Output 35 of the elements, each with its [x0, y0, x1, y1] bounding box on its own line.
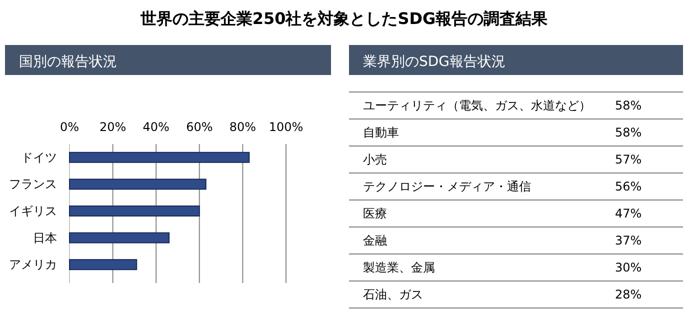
y-tick-label: 日本: [33, 230, 57, 245]
category-label: 石油、ガス: [363, 288, 423, 302]
y-tick-label: ドイツ: [21, 150, 57, 164]
x-tick-label: 20%: [99, 120, 126, 134]
y-tick-label: フランス: [9, 177, 57, 192]
data-label: 58%: [615, 126, 642, 140]
x-tick-label: 40%: [142, 120, 170, 134]
data-label: 47%: [615, 206, 642, 220]
text: 業界別のSDG報告状況: [363, 54, 506, 70]
category-label: 製造業、金属: [363, 260, 435, 274]
category-label: ユーティリティ（電気、ガス、水道など）: [363, 98, 591, 112]
bar: [69, 232, 170, 244]
x-tick-label: 60%: [186, 120, 213, 134]
x-tick-label: 80%: [229, 120, 256, 134]
bar: [69, 259, 138, 270]
category-label: 小売: [363, 152, 387, 166]
data-label: 58%: [615, 98, 642, 112]
data-label: 37%: [615, 234, 642, 248]
category-label: 金融: [363, 234, 387, 248]
category-label: 自動車: [363, 126, 399, 140]
y-tick-label: アメリカ: [9, 258, 57, 272]
data-label: 30%: [615, 260, 642, 274]
chart-subtitle: 国別の報告状況: [19, 54, 117, 70]
y-tick-label: イギリス: [9, 204, 57, 218]
data-label: 56%: [615, 180, 642, 194]
bar: [69, 206, 200, 216]
bar: [69, 178, 206, 190]
data-label: 28%: [615, 288, 642, 302]
category-label: テクノロジー・メディア・通信: [363, 180, 531, 194]
data-label: 57%: [615, 152, 642, 166]
category-label: 医療: [363, 206, 387, 220]
bar: [69, 152, 250, 163]
text: 世界の主要企業250社を対象としたSDG報告の調査結果: [139, 9, 549, 28]
x-tick-label: 0%: [60, 120, 80, 134]
x-tick-label: 100%: [268, 120, 304, 134]
